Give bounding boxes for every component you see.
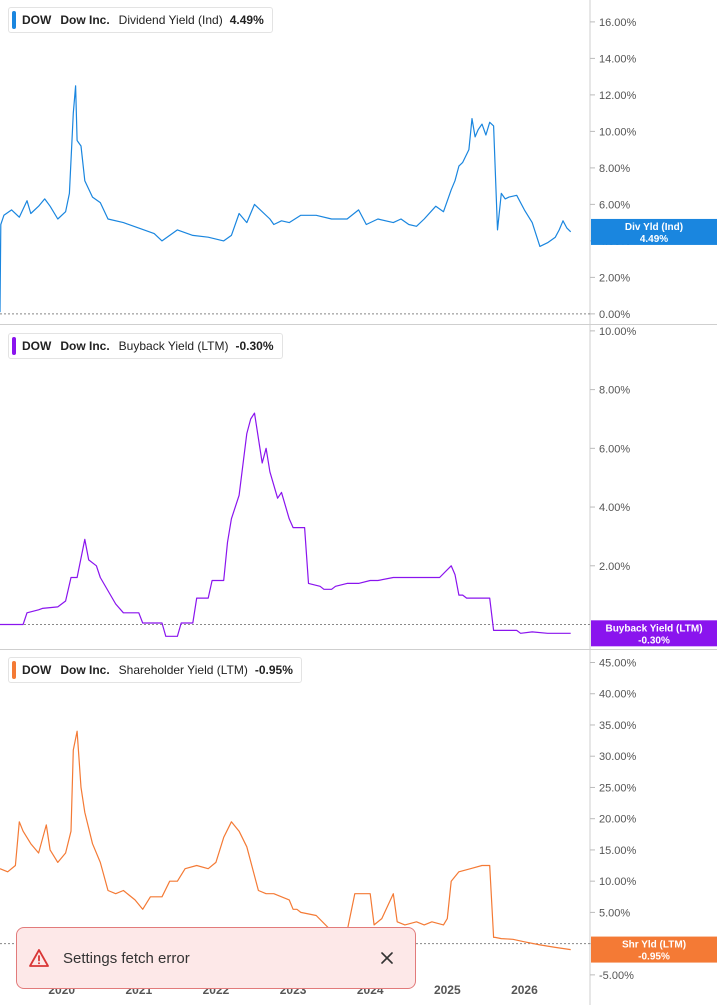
y-tick-label: 4.00% — [599, 502, 630, 514]
value-tag-label: Shr Yld (LTM) — [622, 940, 686, 951]
y-tick-label: 5.00% — [599, 907, 630, 919]
legend-company: Dow Inc. — [60, 339, 110, 353]
legend-company: Dow Inc. — [60, 13, 110, 27]
y-tick-label: 25.00% — [599, 782, 637, 794]
legend-metric: Dividend Yield (Ind) — [118, 13, 223, 27]
legend-ticker: DOW — [22, 339, 52, 353]
x-tick-label: 2025 — [434, 983, 461, 997]
legend-value: -0.95% — [254, 663, 293, 677]
legend-ticker: DOW — [22, 663, 52, 677]
y-tick-label: 10.00% — [599, 126, 637, 138]
y-tick-label: 10.00% — [599, 326, 637, 338]
y-tick-label: -5.00% — [599, 970, 634, 982]
legend-value: -0.30% — [235, 339, 274, 353]
toast-message: Settings fetch error — [63, 949, 190, 967]
series-line — [0, 730, 571, 951]
legend-company: Dow Inc. — [60, 663, 110, 677]
value-tag — [591, 936, 717, 963]
y-tick-label: 16.00% — [599, 17, 637, 29]
legend-value: 4.49% — [229, 13, 264, 27]
y-tick-label: 10.00% — [599, 876, 637, 888]
legend-buyback-yield: DOW Dow Inc. Buyback Yield (LTM) -0.30% — [8, 333, 283, 359]
y-tick-label: 40.00% — [599, 689, 637, 701]
y-tick-label: 14.00% — [599, 53, 637, 65]
legend-swatch-buyback — [12, 337, 16, 355]
y-tick-label: 12.00% — [599, 90, 637, 102]
value-tag-label: Div Yld (Ind) — [625, 222, 683, 233]
value-tag — [591, 218, 717, 245]
x-tick-label: 2026 — [511, 983, 538, 997]
y-tick-label: 2.00% — [599, 561, 630, 573]
close-icon[interactable] — [379, 950, 395, 966]
value-tag-label: Buyback Yield (LTM) — [605, 623, 702, 634]
warning-triangle-icon — [29, 949, 49, 967]
value-tag-value: 4.49% — [640, 234, 668, 245]
value-tag — [591, 620, 717, 647]
error-toast: Settings fetch error — [16, 927, 416, 989]
legend-swatch-dividend — [12, 11, 16, 29]
legend-metric: Shareholder Yield (LTM) — [118, 663, 248, 677]
legend-ticker: DOW — [22, 13, 52, 27]
y-tick-label: 6.00% — [599, 443, 630, 455]
legend-shareholder-yield: DOW Dow Inc. Shareholder Yield (LTM) -0.… — [8, 657, 302, 683]
legend-swatch-shareholder — [12, 661, 16, 679]
y-tick-label: 35.00% — [599, 720, 637, 732]
y-tick-label: 8.00% — [599, 163, 630, 175]
y-tick-label: 20.00% — [599, 814, 637, 826]
y-tick-label: 6.00% — [599, 199, 630, 211]
value-tag-value: -0.30% — [638, 635, 670, 646]
y-tick-label: 45.00% — [599, 657, 637, 669]
y-tick-label: 0.00% — [599, 309, 630, 321]
series-line — [0, 85, 572, 313]
y-tick-label: 8.00% — [599, 385, 630, 397]
series-line — [0, 412, 571, 637]
y-tick-label: 2.00% — [599, 272, 630, 284]
legend-dividend-yield: DOW Dow Inc. Dividend Yield (Ind) 4.49% — [8, 7, 273, 33]
y-tick-label: 15.00% — [599, 845, 637, 857]
value-tag-value: -0.95% — [638, 952, 670, 963]
legend-metric: Buyback Yield (LTM) — [118, 339, 229, 353]
y-tick-label: 30.00% — [599, 751, 637, 763]
